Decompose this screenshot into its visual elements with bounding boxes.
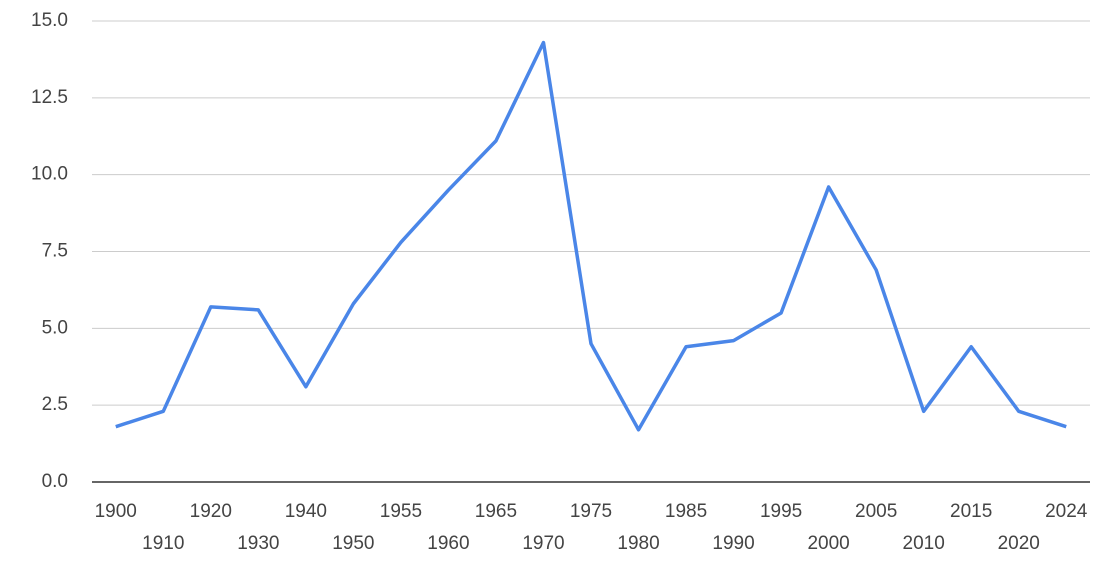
x-tick-label: 1940 xyxy=(285,501,327,522)
x-tick-label: 2015 xyxy=(950,501,992,522)
x-tick-label: 1975 xyxy=(570,501,612,522)
x-tick-label: 2005 xyxy=(855,501,897,522)
series-line xyxy=(115,40,1067,432)
x-tick-label: 1950 xyxy=(332,533,374,554)
x-tick-label: 2010 xyxy=(903,533,945,554)
x-tick-label: 2024 xyxy=(1045,501,1088,522)
y-tick-label: 0.0 xyxy=(42,471,68,492)
x-tick-label: 1920 xyxy=(190,501,232,522)
y-tick-label: 2.5 xyxy=(42,394,68,415)
x-tick-label: 1910 xyxy=(142,533,184,554)
x-tick-label: 1990 xyxy=(712,533,754,554)
x-tick-label: 2020 xyxy=(998,533,1040,554)
x-tick-label: 1970 xyxy=(522,533,564,554)
x-tick-label: 1965 xyxy=(475,501,517,522)
x-tick-label: 1980 xyxy=(617,533,659,554)
y-tick-label: 5.0 xyxy=(42,317,68,338)
x-tick-label: 1955 xyxy=(380,501,422,522)
x-tick-label: 1985 xyxy=(665,501,707,522)
x-tick-label: 2000 xyxy=(807,533,849,554)
x-tick-label: 1995 xyxy=(760,501,802,522)
x-tick-label: 1900 xyxy=(95,501,137,522)
y-tick-label: 12.5 xyxy=(31,87,68,108)
y-tick-label: 10.0 xyxy=(31,164,68,185)
y-tick-label: 7.5 xyxy=(42,241,68,262)
x-tick-label: 1960 xyxy=(427,533,469,554)
x-tick-label: 1930 xyxy=(237,533,279,554)
y-tick-label: 15.0 xyxy=(31,10,68,31)
